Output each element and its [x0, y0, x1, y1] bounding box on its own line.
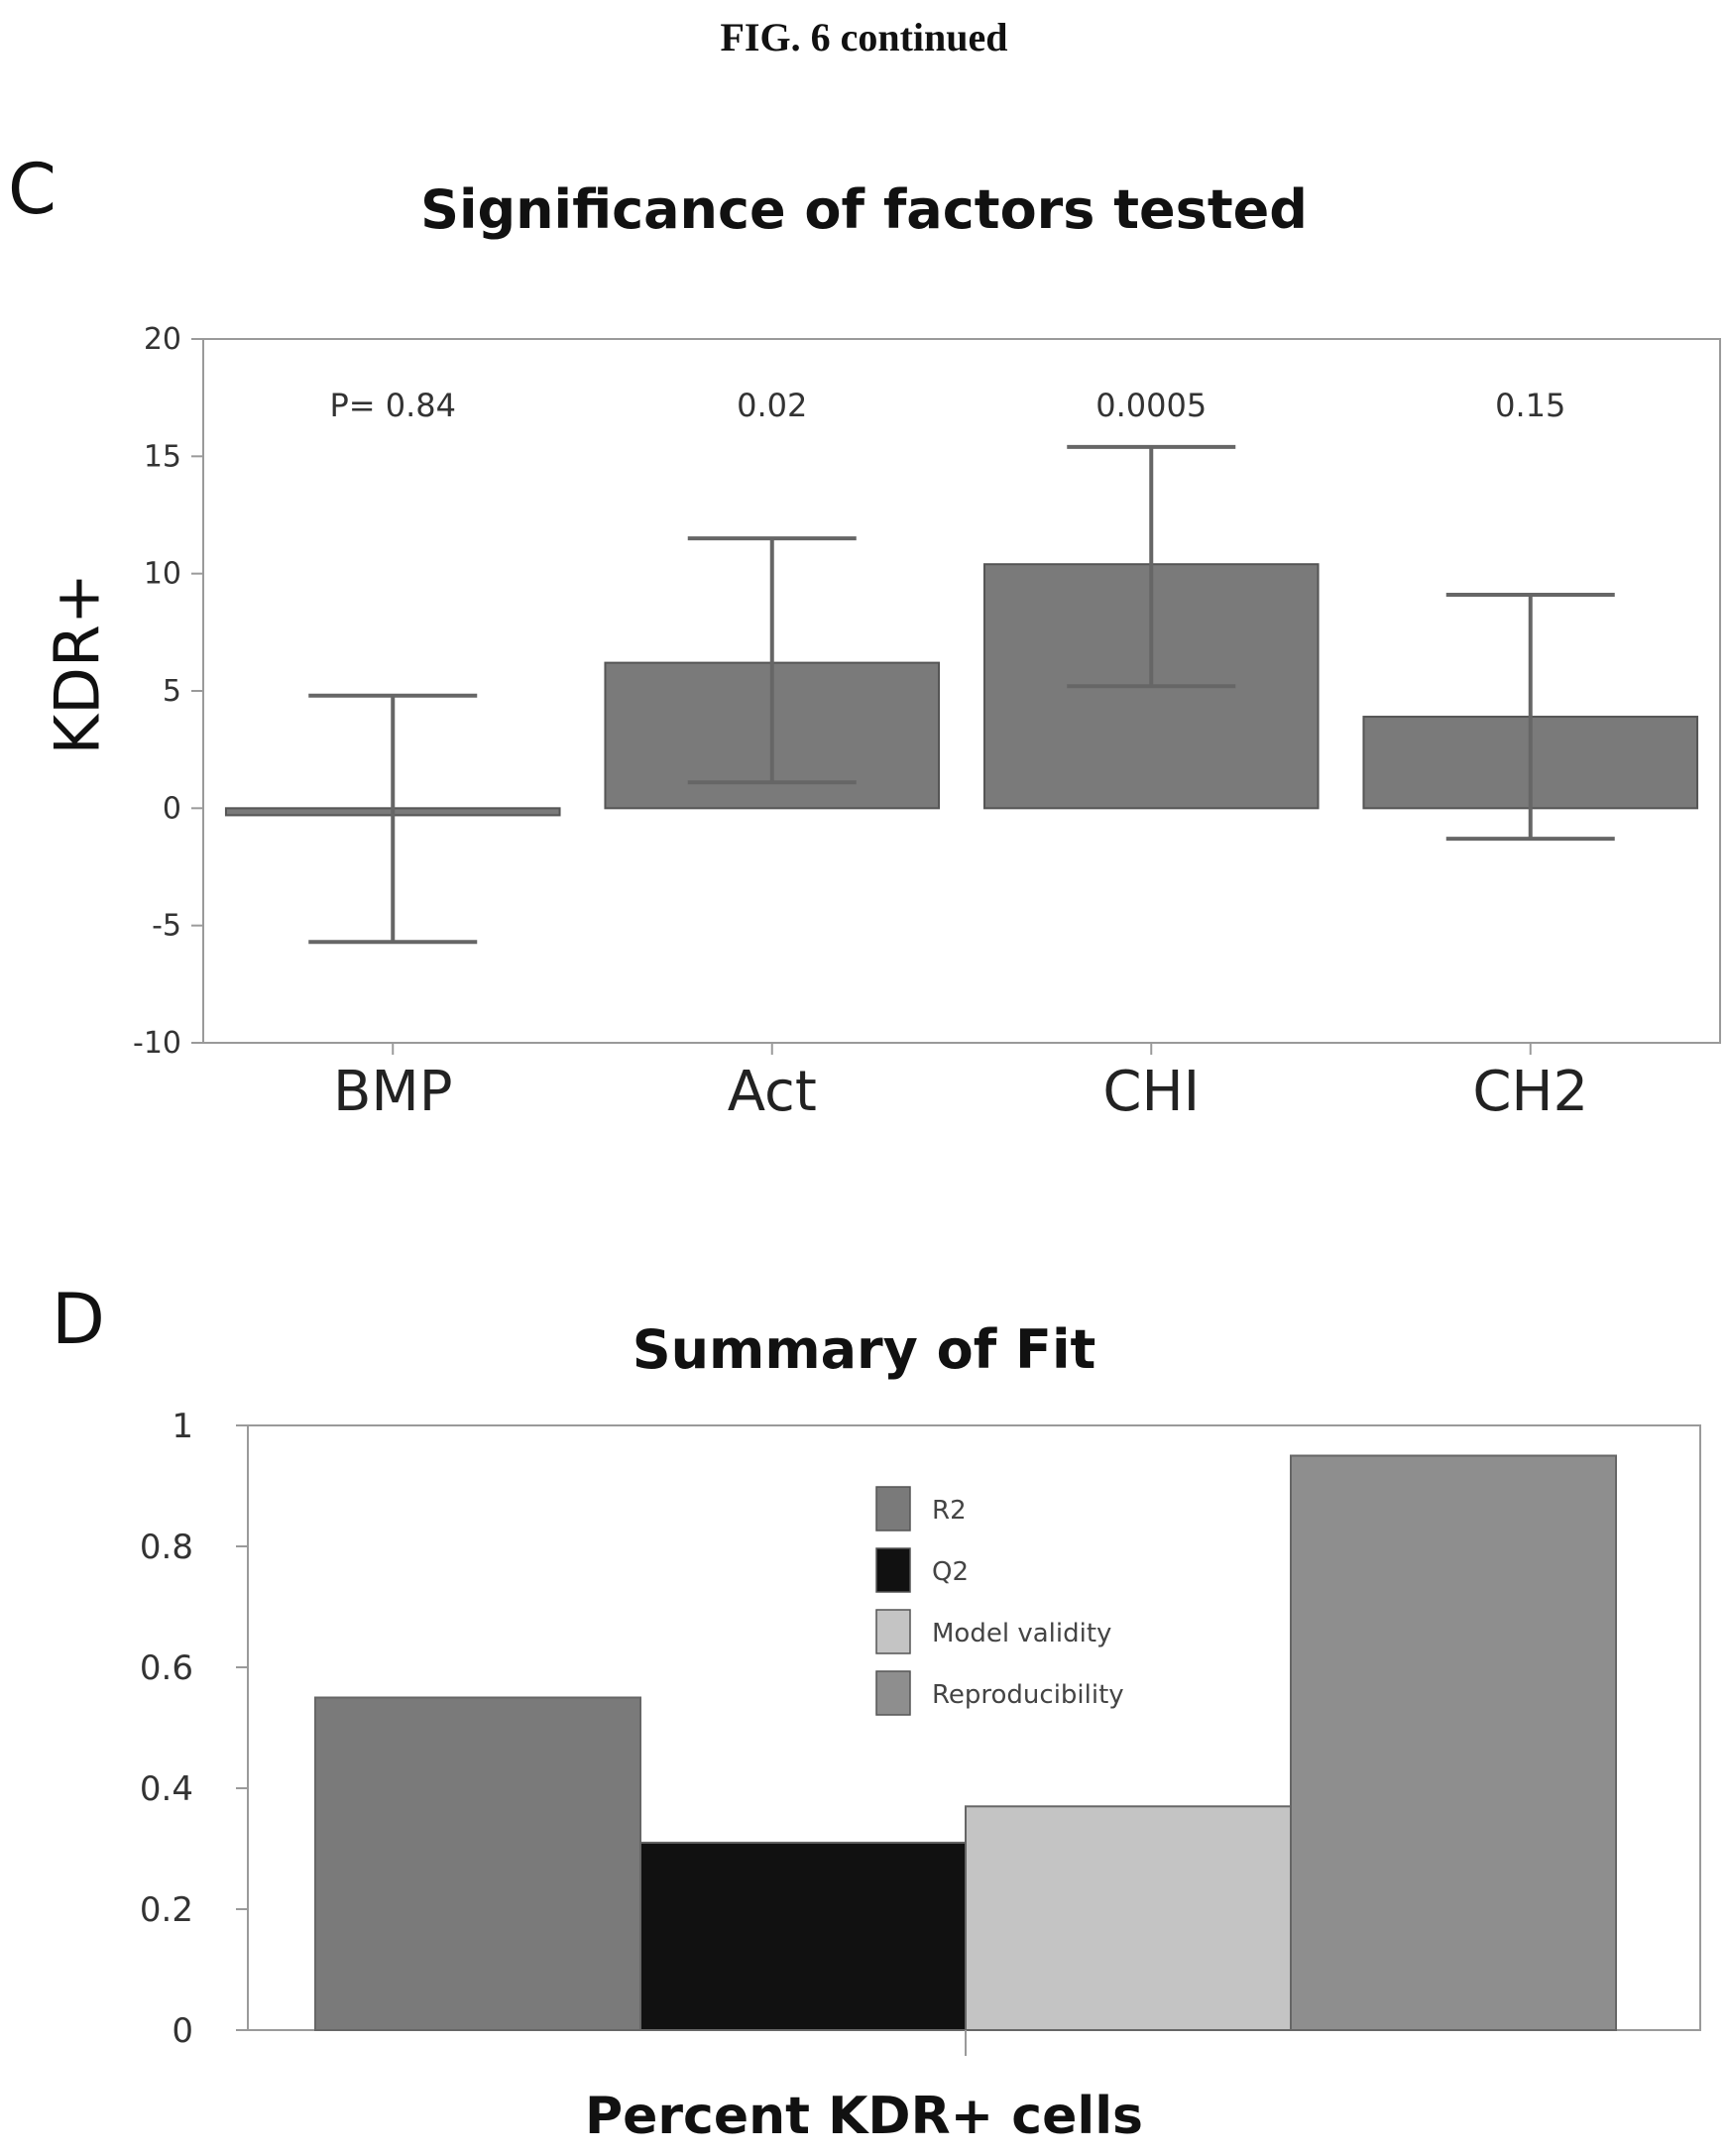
- chart-d-title: Summary of Fit: [632, 1318, 1096, 1381]
- p-value-label: 0.15: [1495, 387, 1565, 424]
- legend-swatch: [875, 1670, 911, 1716]
- legend-label: R2: [932, 1496, 967, 1526]
- legend-swatch: [875, 1547, 911, 1593]
- y-tick-label: 0: [163, 791, 181, 826]
- legend-swatch: [875, 1486, 911, 1532]
- bar: [965, 1805, 1292, 2031]
- y-tick-label: 0.6: [140, 1648, 193, 1688]
- y-tick-label: 10: [144, 557, 181, 592]
- x-category-label: CH2: [1472, 1060, 1588, 1124]
- bar: [1290, 1454, 1617, 2031]
- x-category-label: CHI: [1102, 1060, 1200, 1124]
- chart-c: -10 -5 0 5 10 15 20 P= 0.84 BMP 0.02 Act 0.0005 CHI 0…: [133, 322, 1721, 1124]
- y-tick-label: -10: [133, 1026, 181, 1061]
- bar: [314, 1696, 641, 2031]
- y-tick-label: 0: [172, 2011, 193, 2051]
- p-value-label: 0.02: [737, 387, 807, 424]
- x-category-label: Act: [728, 1060, 817, 1124]
- chart-d-xlabel: Percent KDR+ cells: [585, 2087, 1143, 2146]
- y-tick-label: 5: [163, 674, 181, 709]
- chart-d: 0 0.2 0.4 0.6 0.8 1 R2 Q2 Model validity Reproduc…: [140, 1407, 1701, 2056]
- legend-label: Model validity: [932, 1619, 1111, 1648]
- chart-c-title: Significance of factors tested: [420, 178, 1308, 241]
- x-category-label: BMP: [333, 1060, 453, 1124]
- y-tick-label: -5: [152, 909, 181, 944]
- y-tick-label: 1: [172, 1407, 193, 1446]
- y-tick-label: 20: [144, 322, 181, 357]
- y-tick-label: 15: [144, 439, 181, 474]
- panel-c-letter: C: [8, 149, 57, 230]
- plot-frame: [202, 338, 1721, 1044]
- p-value-label: 0.0005: [1095, 387, 1207, 424]
- y-tick-label: 0.4: [140, 1769, 193, 1809]
- bar: [639, 1841, 967, 2031]
- y-tick-label: 0.8: [140, 1528, 193, 1567]
- legend-label: Q2: [932, 1557, 969, 1587]
- legend-label: Reproducibility: [932, 1680, 1124, 1710]
- p-value-label: P= 0.84: [329, 387, 456, 424]
- legend-swatch: [875, 1609, 911, 1654]
- figure-title: FIG. 6 continued: [720, 15, 1008, 59]
- y-tick-label: 0.2: [140, 1890, 193, 1930]
- panel-d-letter: D: [52, 1279, 105, 1360]
